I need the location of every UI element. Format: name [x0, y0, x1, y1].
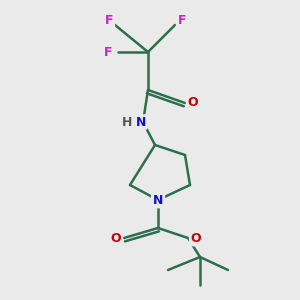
Text: N: N — [153, 194, 163, 206]
Text: H: H — [122, 116, 132, 128]
Text: N: N — [136, 116, 146, 128]
Text: O: O — [111, 232, 121, 244]
Text: O: O — [188, 97, 198, 110]
Text: F: F — [178, 14, 186, 28]
Text: F: F — [104, 46, 112, 59]
Text: F: F — [105, 14, 113, 28]
Text: O: O — [191, 232, 201, 244]
